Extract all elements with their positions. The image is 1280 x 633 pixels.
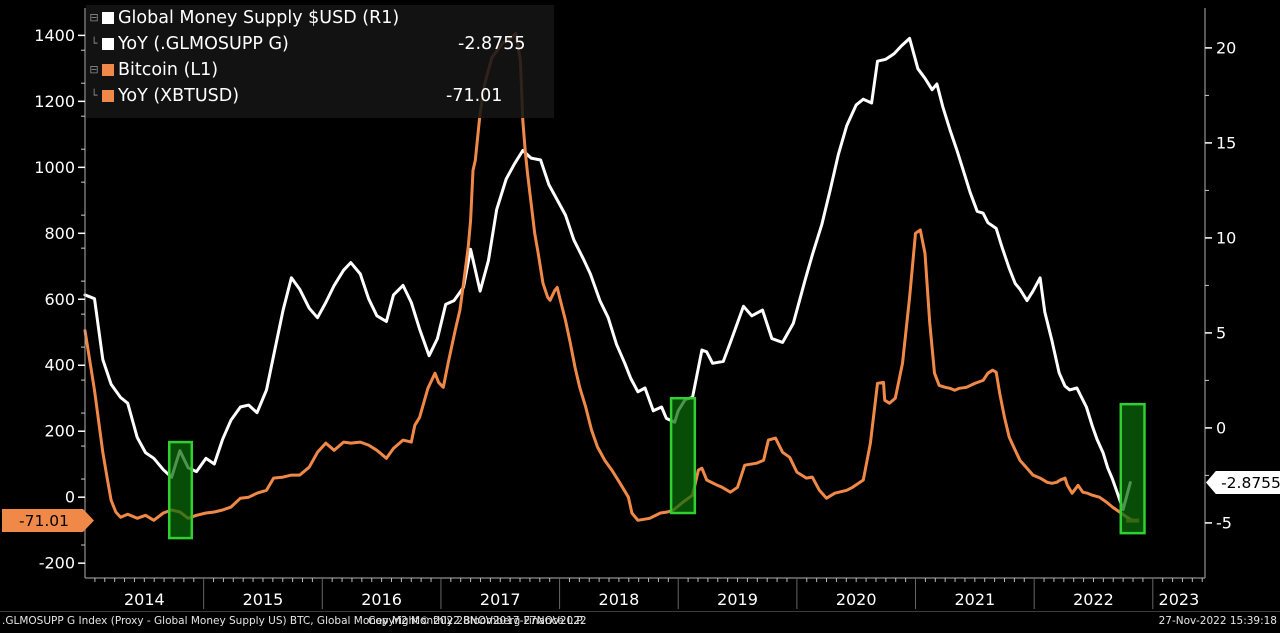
legend-row-bitcoin[interactable]: ⊟ Bitcoin (L1) — [86, 57, 554, 83]
legend-label: YoY (XBTUSD) — [118, 86, 240, 106]
left-axis-tick-label: 1400 — [34, 26, 75, 45]
legend-row-bitcoin-yoy[interactable]: └ YoY (XBTUSD) -71.01 — [86, 83, 554, 109]
right-axis-tick-label: 20 — [1216, 38, 1236, 57]
orange-series-swatch-icon — [102, 90, 114, 102]
tree-collapse-icon[interactable]: ⊟ — [89, 63, 99, 76]
legend-row-money-supply-yoy[interactable]: └ YoY (.GLMOSUPP G) -2.8755 — [86, 31, 554, 57]
series-line-right — [83, 36, 1132, 512]
legend-label: Bitcoin (L1) — [118, 60, 219, 80]
legend-last-value: -71.01 — [446, 86, 503, 106]
right-axis-tick-label: 15 — [1216, 133, 1236, 152]
right-axis-value-tag: -2.8755 — [1206, 471, 1280, 494]
legend-row-money-supply[interactable]: ⊟ Global Money Supply $USD (R1) — [86, 5, 554, 31]
orange-series-swatch-icon — [102, 64, 114, 76]
left-axis-tick-label: 1000 — [34, 158, 75, 177]
white-series-swatch-icon — [102, 12, 114, 24]
left-axis-tick-label: 200 — [44, 422, 75, 441]
x-year-label: 2014 — [124, 590, 165, 609]
legend-label: Global Money Supply $USD (R1) — [118, 8, 400, 28]
left-axis-tick-label: -200 — [39, 554, 75, 573]
left-axis-value-tag: -71.01 — [2, 509, 94, 532]
footer-timestamp: 27-Nov-2022 15:39:18 — [1158, 615, 1277, 627]
x-year-label: 2021 — [954, 590, 995, 609]
x-year-label: 2020 — [836, 590, 877, 609]
footer-divider — [0, 611, 1280, 612]
left-axis-tick-label: 0 — [65, 488, 75, 507]
tree-branch-icon: └ — [90, 37, 98, 50]
x-year-label: 2023 — [1159, 590, 1200, 609]
right-axis-tick-label: 5 — [1216, 323, 1226, 342]
x-year-label: 2018 — [599, 590, 640, 609]
left-axis-tick-label: 600 — [44, 290, 75, 309]
right-axis-tick-label: -5 — [1216, 513, 1232, 532]
legend-last-value: -2.8755 — [458, 34, 526, 54]
x-year-label: 2022 — [1073, 590, 1114, 609]
x-year-label: 2017 — [480, 590, 521, 609]
highlight-box — [1119, 402, 1146, 535]
left-axis-tick-label: 1200 — [34, 92, 75, 111]
series-line-left — [83, 31, 1135, 523]
x-year-label: 2019 — [717, 590, 758, 609]
footer-copyright: Copyright© 2022 Bloomberg Finance L.P. — [368, 615, 585, 627]
left-axis-tick-label: 800 — [44, 224, 75, 243]
legend-label: YoY (.GLMOSUPP G) — [118, 34, 289, 54]
right-axis-tick-label: 0 — [1216, 418, 1226, 437]
x-year-label: 2016 — [361, 590, 402, 609]
white-series-swatch-icon — [102, 38, 114, 50]
x-year-label: 2015 — [243, 590, 284, 609]
footer-security-info: .GLMOSUPP G Index (Proxy - Global Money … — [2, 615, 587, 627]
highlight-box — [167, 440, 194, 540]
tree-collapse-icon[interactable]: ⊟ — [89, 11, 99, 24]
tree-branch-icon: └ — [90, 89, 98, 102]
left-axis-tick-label: 400 — [44, 356, 75, 375]
right-axis-tick-label: 10 — [1216, 228, 1236, 247]
chart-legend: ⊟ Global Money Supply $USD (R1) └ YoY (.… — [86, 5, 554, 118]
highlight-box — [669, 396, 697, 515]
